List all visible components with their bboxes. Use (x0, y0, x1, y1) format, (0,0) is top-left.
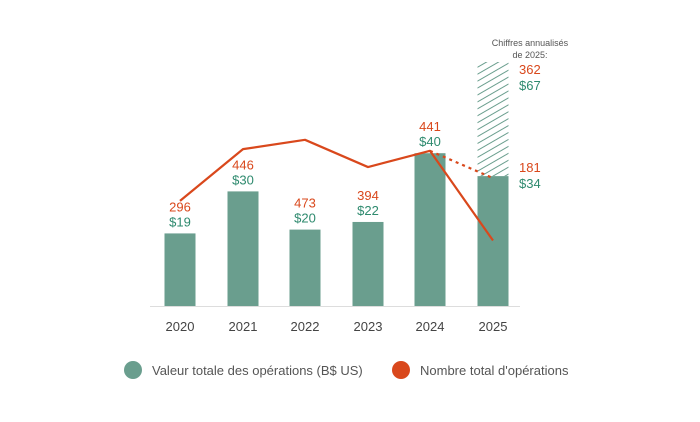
x-tick-2022: 2022 (291, 319, 320, 334)
count-label-2021: 446 (232, 157, 254, 172)
x-tick-2024: 2024 (416, 319, 445, 334)
legend-swatch-green (124, 361, 142, 379)
annualized-value-label: $67 (519, 78, 541, 93)
line-annualized-dotted (429, 149, 494, 180)
annualized-note-line1: Chiffres annualisés (492, 38, 569, 48)
bar-label-2023: $22 (357, 203, 379, 218)
x-tick-2025: 2025 (479, 319, 508, 334)
count-label-2025: 181 (519, 160, 541, 175)
legend-item-value: Valeur totale des opérations (B$ US) (124, 361, 363, 379)
bar-label-2021: $30 (232, 172, 254, 187)
bar-2021 (227, 191, 259, 306)
bar-2020 (164, 233, 196, 306)
bar-2024 (414, 153, 446, 306)
legend-label-count: Nombre total d'opérations (420, 362, 569, 378)
annualized-bar-hatch (477, 62, 509, 177)
count-label-2024: 441 (419, 119, 441, 134)
bar-label-2020: $19 (169, 214, 191, 229)
count-label-2022: 473 (294, 196, 316, 211)
legend-label-value: Valeur totale des opérations (B$ US) (152, 362, 363, 378)
bar-label-2022: $20 (294, 211, 316, 226)
bar-label-2024: $40 (419, 134, 441, 149)
bar-2022 (289, 229, 321, 306)
count-label-2020: 296 (169, 199, 191, 214)
annualized-note-line2: de 2025: (512, 50, 547, 60)
bar-2025 (477, 176, 509, 306)
line-series-count (179, 138, 494, 242)
bar-label-2025: $34 (519, 176, 541, 191)
x-tick-2020: 2020 (166, 319, 195, 334)
x-tick-2021: 2021 (229, 319, 258, 334)
bar-2023 (352, 221, 384, 306)
annualized-count-label: 362 (519, 62, 541, 77)
legend-swatch-orange (392, 361, 410, 379)
count-label-2023: 394 (357, 188, 379, 203)
x-tick-2023: 2023 (354, 319, 383, 334)
legend-item-count: Nombre total d'opérations (392, 361, 568, 379)
